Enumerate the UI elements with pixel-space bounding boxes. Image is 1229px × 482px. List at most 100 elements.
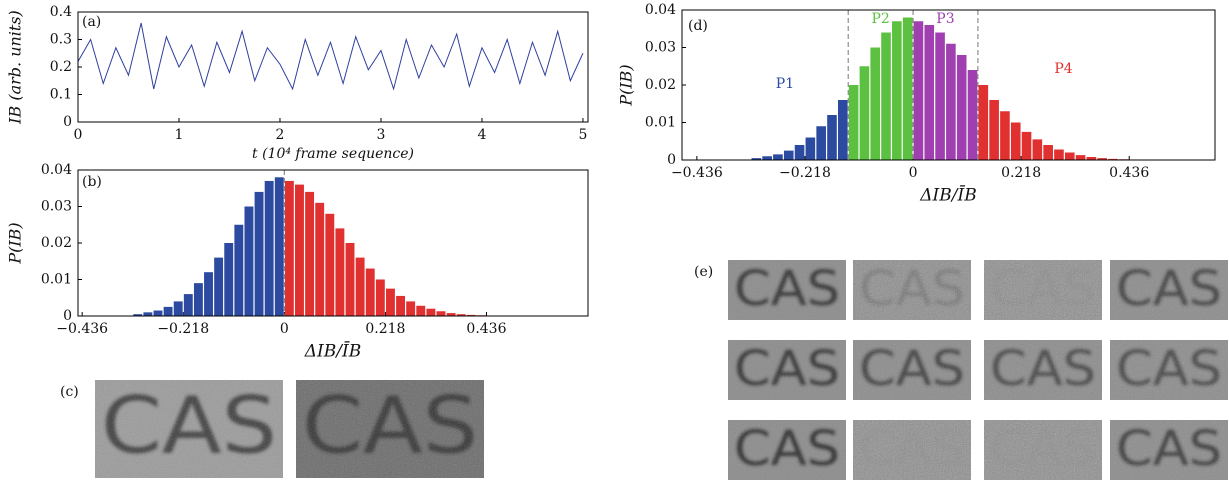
bar: [989, 100, 999, 160]
x-tick-label: 2: [276, 127, 285, 143]
image-panel: CAS: [728, 260, 846, 320]
bar: [913, 21, 924, 160]
bar: [783, 150, 794, 160]
bar: [385, 288, 395, 316]
bar: [193, 283, 203, 316]
bar: [1064, 152, 1075, 160]
signal-line: [77, 22, 584, 91]
image-panel: CAS: [853, 260, 971, 320]
series-label: P1: [776, 76, 794, 92]
y-tick-label: 0.02: [41, 235, 72, 251]
bar: [284, 180, 294, 316]
x-tick-label: 0: [909, 165, 918, 181]
x-tick-label: 5: [578, 127, 587, 143]
bar: [1086, 157, 1097, 160]
image-noise: [728, 340, 846, 400]
y-tick-label: 0.01: [41, 272, 72, 288]
image-noise: [853, 340, 971, 400]
bar: [935, 32, 945, 160]
bar: [1010, 122, 1021, 160]
bar: [773, 154, 783, 160]
bar: [881, 32, 891, 160]
bar: [816, 126, 826, 160]
y-tick-label: 0: [667, 152, 676, 168]
bar: [234, 224, 244, 316]
image-panel: CAS: [1110, 340, 1228, 400]
bar: [892, 21, 902, 160]
bar: [183, 294, 193, 316]
bar: [837, 100, 848, 160]
bar: [295, 184, 304, 316]
bar: [274, 177, 284, 316]
y-axis-label: P(IB): [617, 64, 636, 106]
series-label: P3: [936, 11, 954, 27]
y-tick-label: 0.04: [41, 162, 72, 178]
bar: [214, 257, 224, 316]
bar: [956, 55, 967, 160]
bar: [978, 85, 989, 160]
image-noise: [1110, 340, 1228, 400]
panel-label: (e): [694, 264, 713, 280]
image-panel: CAS: [1110, 260, 1228, 320]
image-panel: CAS: [728, 340, 846, 400]
panel-label: (b): [82, 174, 102, 190]
bar: [1043, 145, 1053, 160]
bar: [365, 268, 375, 316]
y-tick-label: 0.04: [645, 2, 676, 18]
image-noise: [1110, 420, 1228, 480]
x-tick-label: 0.218: [1001, 165, 1041, 181]
x-tick-label: 3: [377, 127, 386, 143]
image-noise: [984, 260, 1102, 320]
y-tick-label: 0.4: [50, 4, 72, 20]
bar: [305, 191, 315, 316]
series-label: P4: [1054, 61, 1072, 77]
bar: [762, 156, 772, 160]
image-panel: CAS: [853, 420, 971, 480]
image-panel: CAS: [95, 380, 283, 478]
y-tick-label: 0.01: [645, 115, 676, 131]
x-axis-label: t (10⁴ frame sequence): [252, 146, 414, 162]
bar: [345, 243, 355, 316]
bar: [173, 301, 183, 316]
x-tick-label: 0: [74, 127, 83, 143]
image-noise: [984, 340, 1102, 400]
bar: [315, 202, 325, 316]
bar: [902, 17, 913, 160]
bar: [967, 70, 978, 160]
image-noise: [95, 380, 283, 478]
bar: [446, 313, 456, 316]
x-axis-label: ΔIB/ĪB: [919, 185, 976, 206]
bar: [466, 314, 476, 316]
panel-label: (d): [688, 18, 708, 34]
image-noise: [728, 260, 846, 320]
x-tick-label: −0.218: [779, 165, 831, 181]
bar: [1054, 149, 1064, 160]
x-axis-label: ΔIB/ĪB: [304, 341, 361, 362]
x-tick-label: 4: [477, 127, 486, 143]
x-tick-label: 0: [280, 321, 289, 337]
y-tick-label: 0: [63, 308, 72, 324]
bar: [1108, 158, 1118, 160]
x-tick-label: 1: [175, 127, 184, 143]
x-tick-label: 0.436: [1109, 165, 1149, 181]
bar: [870, 47, 881, 160]
bar: [153, 310, 163, 316]
y-axis-label: P(IB): [6, 222, 25, 264]
bar: [325, 213, 335, 316]
bar: [827, 115, 837, 160]
image-panel: CAS: [296, 380, 484, 478]
x-tick-label: −0.218: [157, 321, 209, 337]
x-tick-label: −0.436: [56, 321, 108, 337]
bar: [456, 314, 466, 316]
y-tick-label: 0.2: [50, 59, 72, 75]
bar: [1097, 158, 1108, 160]
image-panel: CAS: [984, 420, 1102, 480]
x-tick-label: 0.436: [466, 321, 506, 337]
y-tick-label: 0.3: [50, 32, 72, 48]
bar: [1000, 111, 1010, 160]
bar: [204, 272, 213, 316]
image-panel: CAS: [984, 340, 1102, 400]
bar: [946, 43, 956, 160]
image-noise: [1110, 260, 1228, 320]
bar: [848, 85, 859, 160]
